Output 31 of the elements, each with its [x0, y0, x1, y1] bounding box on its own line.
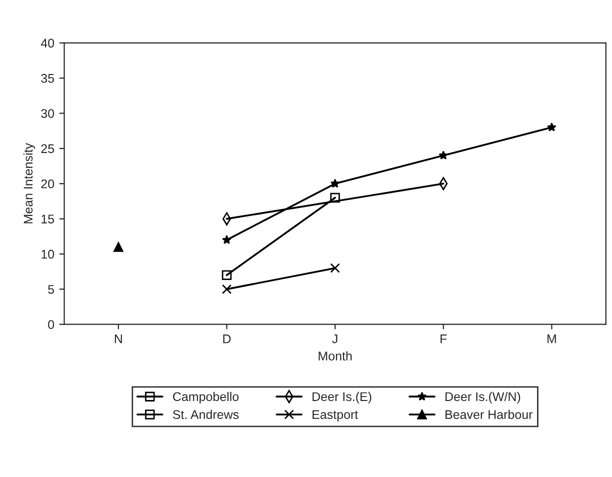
- x-tick-label: N: [114, 334, 122, 344]
- x-tick-label: J: [332, 334, 338, 344]
- y-tick-label: 10: [42, 250, 54, 259]
- point: [547, 122, 556, 132]
- x-tick-label: M: [548, 334, 556, 344]
- legend-label: Deer Is.(W/N): [446, 392, 520, 404]
- legend-label: Campobello: [173, 392, 239, 404]
- y-axis-title: Mean Intensity: [23, 143, 36, 224]
- point: [114, 242, 124, 252]
- y-tick-label: 5: [48, 285, 54, 294]
- y-tick-label: 0: [48, 320, 54, 330]
- y-tick-label: 30: [41, 109, 54, 118]
- x-axis-title: Month: [318, 351, 352, 360]
- legend-label: St. Andrews: [172, 410, 239, 419]
- point: [330, 192, 340, 203]
- legend-label: Beaver Harbour: [446, 410, 533, 419]
- y-tick-label: 20: [41, 179, 54, 188]
- x-tick-label: F: [440, 334, 447, 344]
- y-tick-label: 15: [42, 214, 54, 224]
- legend-label: Deer Is.(E): [312, 392, 372, 404]
- point: [222, 284, 232, 294]
- y-tick-label: 35: [41, 74, 54, 83]
- point: [330, 263, 340, 273]
- x-tick-label: D: [223, 334, 231, 344]
- point: [438, 150, 448, 160]
- point: [222, 235, 232, 244]
- point: [330, 178, 340, 188]
- y-tick-label: 25: [41, 144, 54, 154]
- legend-label: Eastport: [312, 410, 358, 422]
- point: [222, 270, 232, 280]
- y-tick-label: 40: [40, 38, 54, 48]
